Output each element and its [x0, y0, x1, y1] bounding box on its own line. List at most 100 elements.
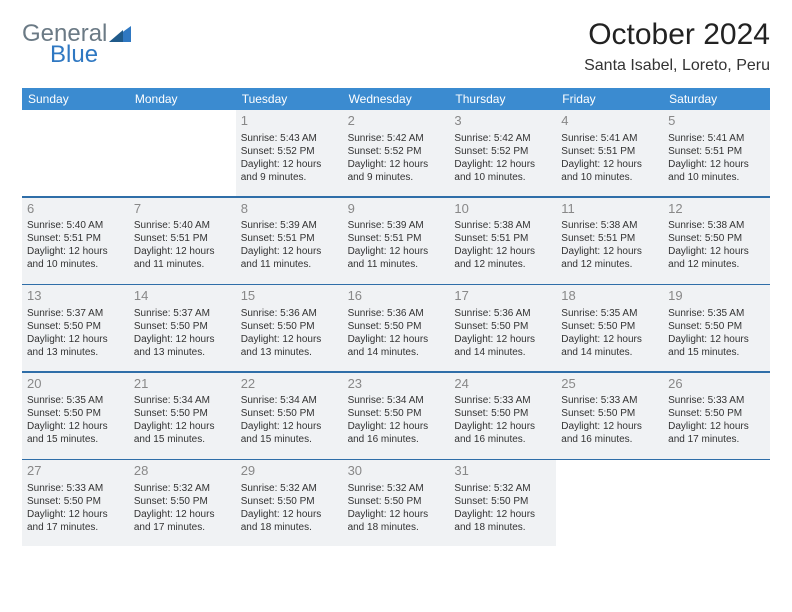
daylight-line: Daylight: 12 hours and 18 minutes. — [241, 508, 337, 534]
daylight-line: Daylight: 12 hours and 12 minutes. — [668, 245, 764, 271]
day-number: 9 — [348, 201, 444, 218]
daylight-line: Daylight: 12 hours and 15 minutes. — [134, 420, 230, 446]
weekday-fri: Friday — [556, 92, 663, 106]
logo-word-blue: Blue — [50, 41, 98, 68]
day-cell: 7Sunrise: 5:40 AMSunset: 5:51 PMDaylight… — [129, 198, 236, 284]
sunrise-line: Sunrise: 5:32 AM — [134, 482, 230, 495]
day-number: 15 — [241, 288, 337, 305]
sunset-line: Sunset: 5:50 PM — [241, 407, 337, 420]
sunset-line: Sunset: 5:50 PM — [348, 320, 444, 333]
daylight-line: Daylight: 12 hours and 10 minutes. — [668, 158, 764, 184]
day-cell: 12Sunrise: 5:38 AMSunset: 5:50 PMDayligh… — [663, 198, 770, 284]
day-cell: 17Sunrise: 5:36 AMSunset: 5:50 PMDayligh… — [449, 285, 556, 371]
daylight-line: Daylight: 12 hours and 18 minutes. — [454, 508, 550, 534]
sunset-line: Sunset: 5:50 PM — [27, 320, 123, 333]
day-number: 5 — [668, 113, 764, 130]
day-number: 19 — [668, 288, 764, 305]
day-cell: 13Sunrise: 5:37 AMSunset: 5:50 PMDayligh… — [22, 285, 129, 371]
weekday-sat: Saturday — [663, 92, 770, 106]
sunset-line: Sunset: 5:50 PM — [134, 495, 230, 508]
sunset-line: Sunset: 5:50 PM — [454, 495, 550, 508]
day-cell: 15Sunrise: 5:36 AMSunset: 5:50 PMDayligh… — [236, 285, 343, 371]
sunrise-line: Sunrise: 5:33 AM — [454, 394, 550, 407]
day-cell: 27Sunrise: 5:33 AMSunset: 5:50 PMDayligh… — [22, 460, 129, 546]
sunrise-line: Sunrise: 5:37 AM — [134, 307, 230, 320]
sunrise-line: Sunrise: 5:42 AM — [348, 132, 444, 145]
day-cell: 16 Sunrise: 5:36 AMSunset: 5:50 PMDayligh… — [343, 285, 450, 371]
calendar-page: General Blue October 2024 Santa Isabel, … — [0, 0, 792, 612]
weekday-wed: Wednesday — [343, 92, 450, 106]
day-cell: 10Sunrise: 5:38 AMSunset: 5:51 PMDayligh… — [449, 198, 556, 284]
daylight-line: Daylight: 12 hours and 15 minutes. — [668, 333, 764, 359]
sunrise-line: Sunrise: 5:43 AM — [241, 132, 337, 145]
day-number: 10 — [454, 201, 550, 218]
daylight-line: Daylight: 12 hours and 11 minutes. — [134, 245, 230, 271]
day-number: 20 — [27, 376, 123, 393]
weekday-tue: Tuesday — [236, 92, 343, 106]
daylight-line: Daylight: 12 hours and 16 minutes. — [348, 420, 444, 446]
sunrise-line: Sunrise: 5:35 AM — [668, 307, 764, 320]
day-cell: 18Sunrise: 5:35 AMSunset: 5:50 PMDayligh… — [556, 285, 663, 371]
sunrise-line: Sunrise: 5:34 AM — [241, 394, 337, 407]
sunset-line: Sunset: 5:51 PM — [454, 232, 550, 245]
sunset-line: Sunset: 5:50 PM — [27, 495, 123, 508]
sunrise-line: Sunrise: 5:41 AM — [668, 132, 764, 145]
sunrise-line: Sunrise: 5:36 AM — [454, 307, 550, 320]
logo-sail-icon — [109, 23, 131, 47]
day-number: 12 — [668, 201, 764, 218]
sunrise-line: Sunrise: 5:39 AM — [241, 219, 337, 232]
sunrise-line: Sunrise: 5:33 AM — [561, 394, 657, 407]
day-cell: 11Sunrise: 5:38 AMSunset: 5:51 PMDayligh… — [556, 198, 663, 284]
day-number: 4 — [561, 113, 657, 130]
day-number: 24 — [454, 376, 550, 393]
sunset-line: Sunset: 5:50 PM — [134, 320, 230, 333]
empty-cell — [663, 460, 770, 546]
day-number: 1 — [241, 113, 337, 130]
sunset-line: Sunset: 5:50 PM — [668, 407, 764, 420]
sunset-line: Sunset: 5:52 PM — [348, 145, 444, 158]
day-number: 16 — [348, 288, 444, 305]
sunrise-line: Sunrise: 5:38 AM — [668, 219, 764, 232]
day-cell: 6Sunrise: 5:40 AMSunset: 5:51 PMDaylight… — [22, 198, 129, 284]
sunset-line: Sunset: 5:51 PM — [27, 232, 123, 245]
daylight-line: Daylight: 12 hours and 14 minutes. — [561, 333, 657, 359]
sunrise-line: Sunrise: 5:41 AM — [561, 132, 657, 145]
day-number: 22 — [241, 376, 337, 393]
day-number: 21 — [134, 376, 230, 393]
sunrise-line: Sunrise: 5:36 AM — [348, 307, 444, 320]
month-title: October 2024 — [584, 18, 770, 51]
daylight-line: Daylight: 12 hours and 10 minutes. — [561, 158, 657, 184]
day-cell: 8Sunrise: 5:39 AMSunset: 5:51 PMDaylight… — [236, 198, 343, 284]
empty-cell — [22, 110, 129, 196]
day-cell: 21Sunrise: 5:34 AMSunset: 5:50 PMDayligh… — [129, 373, 236, 459]
title-block: October 2024 Santa Isabel, Loreto, Peru — [584, 18, 770, 75]
daylight-line: Daylight: 12 hours and 10 minutes. — [454, 158, 550, 184]
daylight-line: Daylight: 12 hours and 14 minutes. — [454, 333, 550, 359]
daylight-line: Daylight: 12 hours and 9 minutes. — [241, 158, 337, 184]
topbar: General Blue October 2024 Santa Isabel, … — [22, 18, 770, 80]
sunrise-line: Sunrise: 5:36 AM — [241, 307, 337, 320]
daylight-line: Daylight: 12 hours and 15 minutes. — [241, 420, 337, 446]
sunrise-line: Sunrise: 5:32 AM — [348, 482, 444, 495]
day-number: 25 — [561, 376, 657, 393]
day-number: 8 — [241, 201, 337, 218]
sunset-line: Sunset: 5:52 PM — [241, 145, 337, 158]
day-cell: 28Sunrise: 5:32 AMSunset: 5:50 PMDayligh… — [129, 460, 236, 546]
day-cell: 4Sunrise: 5:41 AMSunset: 5:51 PMDaylight… — [556, 110, 663, 196]
daylight-line: Daylight: 12 hours and 14 minutes. — [348, 333, 444, 359]
day-cell: 5Sunrise: 5:41 AMSunset: 5:51 PMDaylight… — [663, 110, 770, 196]
day-number: 29 — [241, 463, 337, 480]
sunset-line: Sunset: 5:50 PM — [348, 407, 444, 420]
daylight-line: Daylight: 12 hours and 9 minutes. — [348, 158, 444, 184]
day-cell: 22Sunrise: 5:34 AMSunset: 5:50 PMDayligh… — [236, 373, 343, 459]
sunset-line: Sunset: 5:50 PM — [134, 407, 230, 420]
sunrise-line: Sunrise: 5:32 AM — [454, 482, 550, 495]
sunset-line: Sunset: 5:50 PM — [668, 320, 764, 333]
day-cell: 1 Sunrise: 5:43 AMSunset: 5:52 PMDaylight… — [236, 110, 343, 196]
day-number: 23 — [348, 376, 444, 393]
day-number: 27 — [27, 463, 123, 480]
weekday-header: Sunday Monday Tuesday Wednesday Thursday… — [22, 88, 770, 110]
daylight-line: Daylight: 12 hours and 11 minutes. — [241, 245, 337, 271]
daylight-line: Daylight: 12 hours and 12 minutes. — [561, 245, 657, 271]
sunset-line: Sunset: 5:50 PM — [668, 232, 764, 245]
